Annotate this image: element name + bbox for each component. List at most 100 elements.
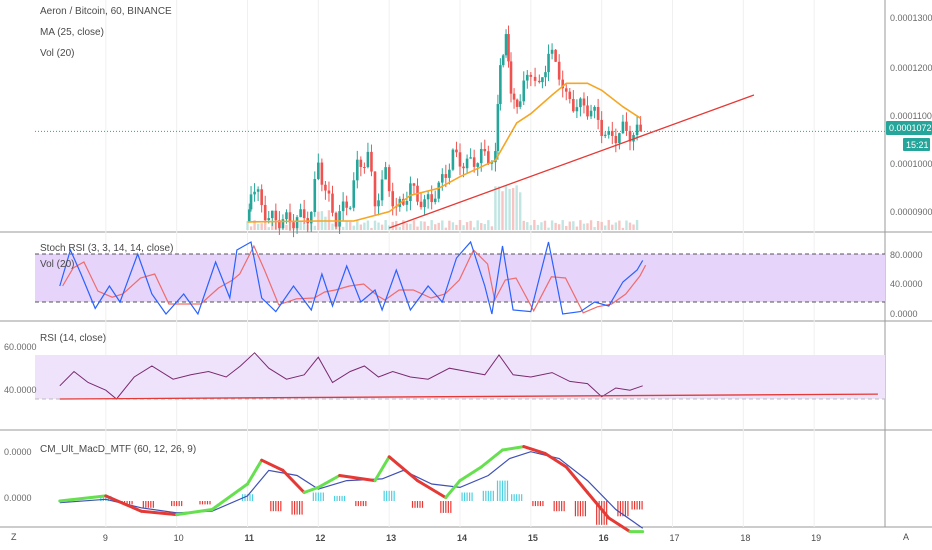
volume-bar xyxy=(522,220,525,230)
macd-line-segment xyxy=(564,465,589,494)
candle-body xyxy=(253,191,256,195)
candle-body xyxy=(402,198,405,205)
macd-lines xyxy=(58,445,645,534)
volume-bar xyxy=(508,188,511,230)
volume-bar xyxy=(380,224,384,230)
candle-body xyxy=(370,151,373,172)
stoch-k-line xyxy=(59,240,644,316)
z-icon[interactable]: Z xyxy=(11,532,17,542)
candle-body xyxy=(522,80,526,102)
countdown-tag xyxy=(903,138,930,151)
volume-bar xyxy=(504,185,508,230)
candle-body xyxy=(327,190,331,194)
macd-line-segment xyxy=(210,482,249,511)
candle-body xyxy=(572,98,575,112)
candle-body xyxy=(267,218,271,221)
candle-body xyxy=(455,149,458,153)
candle-body xyxy=(610,131,614,136)
volume-bar xyxy=(554,222,557,230)
candle-body xyxy=(589,110,593,117)
macd-line-segment xyxy=(607,516,632,534)
volume-bar xyxy=(285,224,288,230)
candle-body xyxy=(483,148,487,152)
volume-bar xyxy=(515,185,518,230)
candle-body xyxy=(496,104,500,152)
candle-body xyxy=(547,53,550,73)
volume-bar xyxy=(448,220,451,230)
macd-label: CM_Ult_MacD_MTF (60, 12, 26, 9) xyxy=(40,444,196,455)
candle-body xyxy=(288,212,292,223)
volume-bar xyxy=(423,221,426,230)
candle-body xyxy=(430,194,433,203)
macd-line-segment xyxy=(416,479,448,500)
macd-tick: 0.0000 xyxy=(4,447,32,457)
volume-bar xyxy=(611,224,614,230)
macd-line-segment xyxy=(246,458,264,486)
volume-bar xyxy=(352,225,355,230)
a-icon[interactable]: A xyxy=(903,532,909,542)
volume-bar xyxy=(302,222,306,230)
volume-bar xyxy=(511,188,515,230)
macd-line-segment xyxy=(338,474,377,483)
volume-bar xyxy=(529,225,533,230)
volume-bar xyxy=(632,224,635,230)
candle-body xyxy=(479,148,483,164)
candle-body xyxy=(568,91,572,99)
stoch-tick: 0.0000 xyxy=(890,309,918,319)
candle-body xyxy=(515,99,519,107)
rsi-tick: 40.0000 xyxy=(4,385,37,395)
volume-bar xyxy=(586,223,589,230)
candle-body xyxy=(363,167,366,169)
volume-bar xyxy=(621,227,625,230)
macd-line-segment xyxy=(543,451,568,469)
date-label: 19 xyxy=(811,533,821,543)
volume-bar xyxy=(476,220,479,230)
candle-body xyxy=(352,180,356,208)
macd-line-segment xyxy=(316,474,342,489)
volume-bar xyxy=(635,220,639,230)
date-label: 10 xyxy=(174,533,184,543)
volume-bar xyxy=(345,221,348,230)
macd-line-segment xyxy=(586,491,611,520)
candle-body xyxy=(554,49,557,62)
volume-bars xyxy=(246,185,639,230)
last-price-value: 0.00010721 xyxy=(889,123,932,133)
candle-body xyxy=(472,157,476,167)
volume-bar xyxy=(536,224,540,230)
volume-bar xyxy=(359,224,363,230)
volume-bar xyxy=(625,220,628,230)
volume-bar xyxy=(533,220,536,230)
volume-bar xyxy=(490,226,494,230)
volume-bar xyxy=(565,225,568,230)
volume-bar xyxy=(501,191,504,230)
macd-line-segment xyxy=(139,509,179,517)
macd-line-segment xyxy=(501,445,526,452)
macd-line-segment xyxy=(260,458,285,472)
candle-body xyxy=(260,189,263,206)
candle-body xyxy=(586,105,589,117)
candle-body xyxy=(433,198,437,203)
price-trendline[interactable] xyxy=(388,94,755,229)
candle-body xyxy=(426,194,430,200)
volume-bar xyxy=(604,225,607,230)
candle-body xyxy=(313,179,317,213)
candle-body xyxy=(501,55,505,66)
volume-bar xyxy=(465,222,469,230)
macd-line-segment xyxy=(522,445,547,455)
candle-body xyxy=(437,182,441,199)
macd-line-segment xyxy=(479,448,504,469)
candle-body xyxy=(256,189,260,192)
volume-bar xyxy=(391,221,394,230)
volume-bar xyxy=(575,226,579,230)
candle-body xyxy=(302,209,306,219)
candle-body xyxy=(338,211,341,227)
rsi-lines xyxy=(59,352,878,400)
ma-25-line xyxy=(247,82,642,223)
volume-bar xyxy=(455,224,458,230)
volume-bar xyxy=(494,186,497,230)
